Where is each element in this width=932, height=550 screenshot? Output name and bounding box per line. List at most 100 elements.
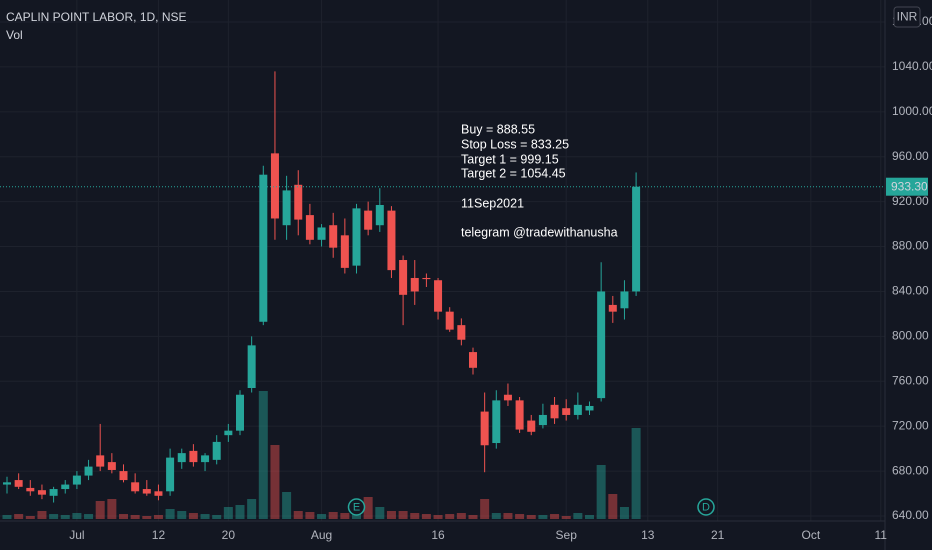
volume-bar <box>282 492 292 519</box>
volume-bar <box>526 515 536 519</box>
candle-body <box>212 441 221 460</box>
volume-bar <box>410 513 420 519</box>
volume-bar <box>328 512 338 519</box>
y-tick-label: 640.00 <box>892 508 929 522</box>
candle-body <box>270 153 279 219</box>
candle-body <box>503 394 512 401</box>
volume-bar <box>433 515 443 519</box>
volume-bar <box>515 514 525 519</box>
volume-bar <box>305 512 315 519</box>
volume-bar <box>153 515 163 519</box>
volume-bar <box>456 513 466 519</box>
volume-bar <box>363 497 373 519</box>
candle-body <box>410 277 419 292</box>
currency-button[interactable] <box>893 6 921 28</box>
candle-body <box>457 325 466 340</box>
x-tick-label: 21 <box>711 528 725 542</box>
volume-bar <box>468 515 478 519</box>
volume-bar <box>386 511 396 519</box>
x-tick-label: Aug <box>311 528 332 542</box>
volume-bar <box>212 515 222 519</box>
volume-bar <box>631 428 641 519</box>
candle-body <box>282 190 291 226</box>
volume-bar <box>352 514 361 519</box>
volume-bar <box>398 511 408 519</box>
volume-bar <box>445 514 455 519</box>
y-tick-label: 800.00 <box>892 329 929 343</box>
x-tick-label: 11 <box>875 528 888 542</box>
currency[interactable]: INR <box>897 10 918 24</box>
volume-bar <box>60 515 70 519</box>
volume-bar <box>421 514 431 519</box>
volume-bar <box>317 514 327 519</box>
volume-bar <box>200 514 210 519</box>
candle-body <box>445 311 454 330</box>
candle-body <box>154 491 163 496</box>
annotation: 11Sep2021 <box>461 196 524 210</box>
candle-body <box>480 411 489 446</box>
candle-body <box>131 482 140 492</box>
volume-bar <box>561 516 571 519</box>
volume-bar <box>585 515 594 519</box>
volume-bar <box>142 516 152 519</box>
candle-body <box>166 457 175 492</box>
x-tick-label: 20 <box>222 528 236 542</box>
volume-bar <box>247 499 257 519</box>
volume-bar <box>84 514 94 519</box>
volume-bar <box>37 511 47 519</box>
candle-body <box>294 184 303 220</box>
y-tick-label: 960.00 <box>892 149 929 163</box>
volume-bar <box>538 515 548 519</box>
candle-body <box>37 490 46 495</box>
volume-bar <box>14 514 24 519</box>
volume-bar <box>550 514 560 519</box>
candle-body <box>562 408 571 415</box>
event-marker <box>347 498 366 516</box>
chart-title: CAPLIN POINT LABOR, 1D, NSE <box>6 10 187 24</box>
grid <box>0 0 885 521</box>
axes: 640.00 680.00 720.00 760.00 800.00 840.00 880.… <box>0 14 932 542</box>
annotation: Stop Loss = 833.25 <box>461 137 569 151</box>
candle-body <box>329 225 338 248</box>
volume-bar <box>293 511 303 519</box>
candle-body <box>434 280 443 312</box>
volume-bar <box>95 501 105 519</box>
volume-bar <box>573 513 583 519</box>
candle-body <box>387 210 396 271</box>
volume-bar <box>503 513 513 519</box>
candle-body <box>236 394 244 431</box>
candle-body <box>364 210 373 230</box>
y-tick-label: 920.00 <box>892 194 929 208</box>
candle-body <box>527 420 536 432</box>
candle-body <box>201 455 210 463</box>
candle-body <box>340 235 349 268</box>
volume-bar <box>2 515 12 519</box>
candle-body <box>189 450 198 463</box>
volume-bar <box>177 511 187 519</box>
candle-body <box>142 489 151 494</box>
volume-label: Vol <box>6 28 23 42</box>
event-label: E <box>353 501 360 513</box>
y-tick-label: 1000.00 <box>892 104 932 118</box>
candle-body <box>72 475 81 485</box>
x-tick-label: 16 <box>431 528 445 542</box>
candle-body <box>61 484 70 490</box>
candle-body <box>550 404 559 419</box>
candle-body <box>177 453 186 463</box>
candle-body <box>515 400 524 430</box>
volume-bar <box>165 509 175 519</box>
annotation: Buy = 888.55 <box>461 122 535 136</box>
y-tick-label: 720.00 <box>892 418 929 432</box>
candle-body <box>224 430 233 436</box>
annotation: Target 1 = 999.15 <box>461 152 559 166</box>
candles <box>3 71 641 503</box>
volume-bar <box>480 499 490 519</box>
candle-body <box>259 174 268 322</box>
candle-body <box>107 462 116 470</box>
volume-bar <box>188 513 198 519</box>
volume-bar <box>223 507 233 519</box>
volume-bar <box>270 445 280 519</box>
volume-pane <box>2 391 641 519</box>
